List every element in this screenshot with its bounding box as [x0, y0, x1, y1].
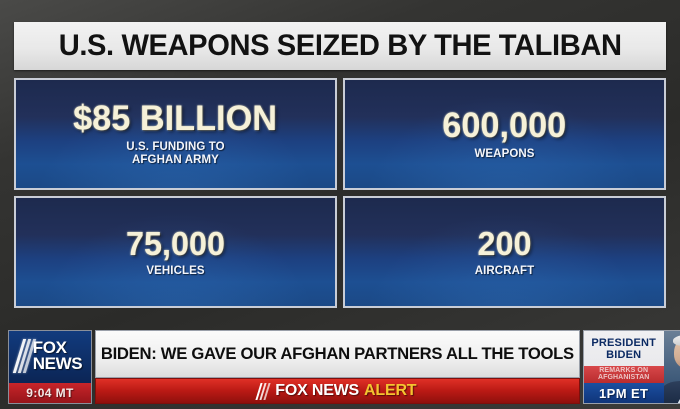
stat-panel-vehicles: 75,000 VEHICLES: [14, 196, 337, 308]
upcoming-event-promo: PRESIDENT BIDEN REMARKS ON AFGHANISTAN 1…: [582, 330, 680, 404]
promo-line-1: PRESIDENT: [591, 336, 657, 349]
promo-airtime: 1PM ET: [583, 383, 664, 403]
stat-label: WEAPONS: [474, 147, 535, 160]
portrait-hair: [672, 335, 680, 346]
promo-subtitle: REMARKS ON AFGHANISTAN: [583, 366, 664, 383]
page-title: U.S. WEAPONS SEIZED BY THE TALIBAN: [58, 29, 622, 62]
graphic-title-banner: U.S. WEAPONS SEIZED BY THE TALIBAN: [14, 22, 666, 70]
stat-value: $85 BILLION: [73, 99, 278, 139]
stat-panel-weapons: 600,000 WEAPONS: [343, 78, 666, 190]
local-clock: 9:04 MT: [9, 383, 91, 403]
fox-searchlight-icon: [12, 339, 36, 373]
stat-value: 600,000: [442, 105, 567, 145]
fox-news-logo: FOX NEWS: [9, 331, 91, 383]
fox-news-alert-bar: FOX NEWS ALERT: [95, 378, 580, 404]
lower-third-bar: FOX NEWS 9:04 MT BIDEN: WE GAVE OUR AFGH…: [8, 330, 680, 404]
promo-sub-line-2: AFGHANISTAN: [597, 373, 650, 381]
stat-panel-funding: $85 BILLION U.S. FUNDING TO AFGHAN ARMY: [14, 78, 337, 190]
stat-value: 200: [477, 224, 532, 262]
biden-portrait-image: [663, 331, 680, 403]
fox-searchlight-icon: [255, 382, 271, 400]
alert-brand-text: FOX NEWS: [275, 382, 360, 399]
portrait-head: [673, 338, 680, 368]
fox-wordmark: FOX NEWS: [32, 338, 83, 373]
fox-word-top: FOX: [32, 338, 67, 358]
promo-title: PRESIDENT BIDEN: [584, 331, 664, 366]
ticker-headline-bar: BIDEN: WE GAVE OUR AFGHAN PARTNERS ALL T…: [95, 330, 580, 378]
stat-label: U.S. FUNDING TO AFGHAN ARMY: [126, 141, 225, 166]
stat-label: AIRCRAFT: [474, 264, 535, 277]
fox-logo-lockup: FOX NEWS: [12, 338, 83, 373]
promo-sub-line-1: REMARKS ON: [599, 366, 649, 374]
fox-news-logo-bug: FOX NEWS 9:04 MT: [8, 330, 92, 404]
fox-word-bottom: NEWS: [32, 354, 83, 373]
promo-line-2: BIDEN: [606, 349, 642, 362]
stat-label: VEHICLES: [146, 264, 205, 277]
ticker-headline-text: BIDEN: WE GAVE OUR AFGHAN PARTNERS ALL T…: [100, 344, 574, 363]
promo-text-stack: PRESIDENT BIDEN REMARKS ON AFGHANISTAN 1…: [583, 331, 664, 403]
stat-panel-aircraft: 200 AIRCRAFT: [343, 196, 666, 308]
stat-grid: $85 BILLION U.S. FUNDING TO AFGHAN ARMY …: [14, 78, 666, 308]
ticker-stack: BIDEN: WE GAVE OUR AFGHAN PARTNERS ALL T…: [95, 330, 580, 404]
stat-value: 75,000: [126, 224, 225, 262]
alert-word-text: ALERT: [364, 382, 417, 399]
portrait-shoulders: [663, 381, 680, 403]
